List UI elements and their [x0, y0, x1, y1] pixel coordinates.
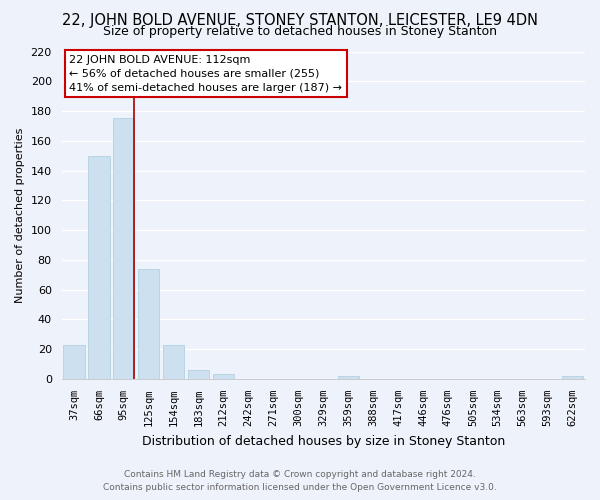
Text: Contains HM Land Registry data © Crown copyright and database right 2024.
Contai: Contains HM Land Registry data © Crown c… [103, 470, 497, 492]
Text: 22 JOHN BOLD AVENUE: 112sqm
← 56% of detached houses are smaller (255)
41% of se: 22 JOHN BOLD AVENUE: 112sqm ← 56% of det… [70, 55, 343, 93]
Text: Size of property relative to detached houses in Stoney Stanton: Size of property relative to detached ho… [103, 25, 497, 38]
Bar [338, 376, 359, 379]
Y-axis label: Number of detached properties: Number of detached properties [15, 128, 25, 303]
Bar [213, 374, 234, 379]
Bar [88, 156, 110, 379]
Bar [64, 344, 85, 379]
Bar [138, 269, 160, 379]
Bar [163, 344, 184, 379]
X-axis label: Distribution of detached houses by size in Stoney Stanton: Distribution of detached houses by size … [142, 434, 505, 448]
Bar [188, 370, 209, 379]
Bar [562, 376, 583, 379]
Text: 22, JOHN BOLD AVENUE, STONEY STANTON, LEICESTER, LE9 4DN: 22, JOHN BOLD AVENUE, STONEY STANTON, LE… [62, 12, 538, 28]
Bar [113, 118, 134, 379]
